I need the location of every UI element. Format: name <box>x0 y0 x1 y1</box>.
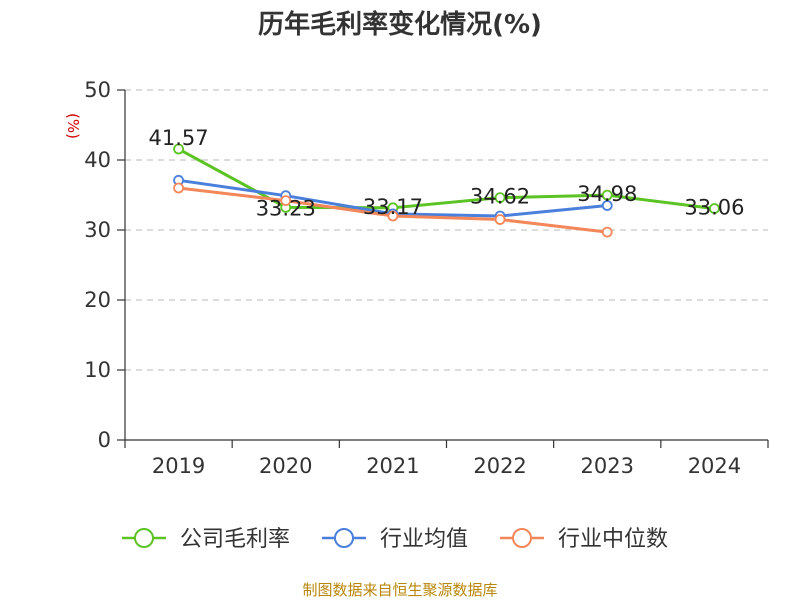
legend-swatch-marker <box>334 528 354 548</box>
series-group <box>173 143 720 238</box>
x-tick-label: 2020 <box>259 454 312 478</box>
grid-lines <box>125 89 768 371</box>
legend-item-3[interactable]: 行业中位数 <box>500 527 668 552</box>
legend-swatch-marker <box>512 528 532 548</box>
y-tick-label: 0 <box>98 428 111 452</box>
y-tick-label: 20 <box>84 288 111 312</box>
data-point <box>387 210 399 222</box>
series-3 <box>173 182 613 238</box>
x-tick-label: 2019 <box>152 454 205 478</box>
data-point <box>709 203 720 214</box>
data-point <box>494 214 506 225</box>
data-label: 33.17 <box>363 195 423 219</box>
data-label: 33.06 <box>684 196 744 220</box>
data-point <box>601 200 613 211</box>
y-tick-label: 30 <box>84 218 111 242</box>
chart-title: 历年毛利率变化情况(%) <box>258 9 542 40</box>
data-point <box>173 143 184 155</box>
x-tick-label: 2023 <box>581 454 634 478</box>
data-point <box>280 195 292 207</box>
data-point <box>494 192 506 204</box>
x-tick-label: 2024 <box>688 454 741 478</box>
data-label: 34.98 <box>577 182 637 206</box>
y-axis-label: (%) <box>64 113 82 139</box>
axes: 0 10 20 30 40 50 2019 2020 2021 2022 2023 2024 <box>84 78 769 478</box>
x-tick-label: 2022 <box>473 454 526 478</box>
source-note: 制图数据来自恒生聚源数据库 <box>302 581 497 599</box>
data-point <box>601 189 613 201</box>
x-tick-label: 2021 <box>366 454 419 478</box>
data-labels: 41.57 33.23 33.17 34.62 34.98 33.06 <box>149 126 745 220</box>
data-point <box>173 182 184 194</box>
y-tick-label: 50 <box>84 78 111 102</box>
legend-label: 公司毛利率 <box>180 527 290 552</box>
legend-item-2[interactable]: 行业均值 <box>322 527 468 552</box>
legend-label: 行业中位数 <box>558 527 668 552</box>
legend-swatch-marker <box>134 528 154 548</box>
y-tick-label: 40 <box>84 148 111 172</box>
legend-label: 行业均值 <box>380 527 468 552</box>
data-label: 41.57 <box>149 126 209 150</box>
y-tick-label: 10 <box>84 358 111 382</box>
legend[interactable]: 公司毛利率 行业均值 行业中位数 <box>122 527 668 552</box>
data-label: 34.62 <box>470 185 530 209</box>
data-label: 33.23 <box>256 196 316 220</box>
legend-item-1[interactable]: 公司毛利率 <box>122 527 290 552</box>
data-point <box>601 226 613 238</box>
